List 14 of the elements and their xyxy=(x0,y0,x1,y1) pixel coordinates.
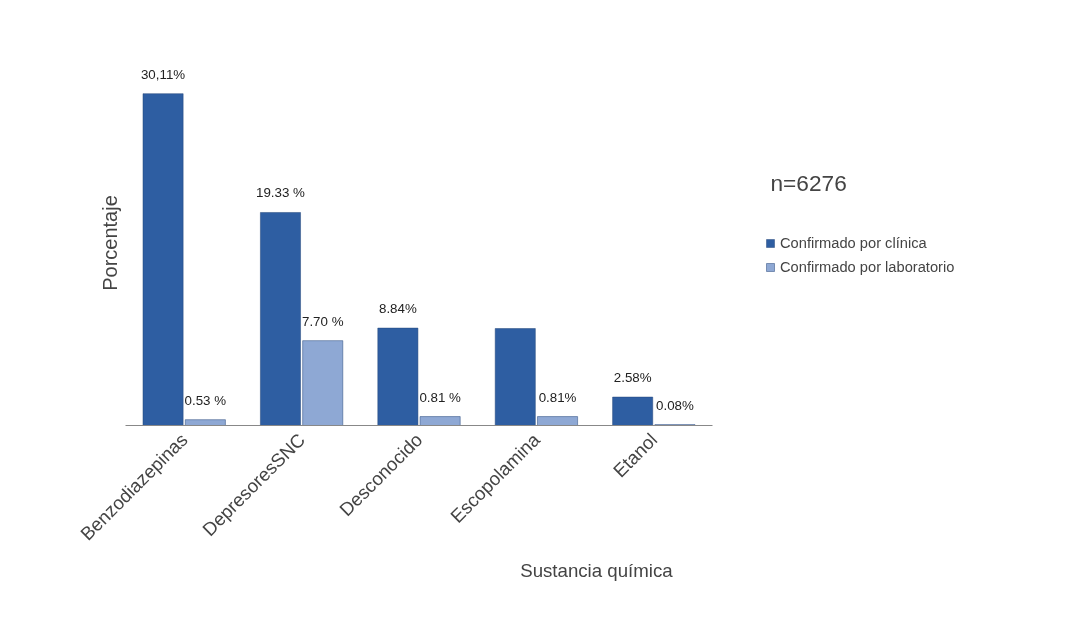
y-axis-title: Porcentaje xyxy=(98,195,121,291)
data-label: 30,11% xyxy=(140,66,186,82)
x-axis-title: Sustancia química xyxy=(520,559,674,581)
legend-label: Confirmado por clínica xyxy=(780,235,927,251)
data-label: 2.58% xyxy=(613,370,652,386)
data-label: 0.08% xyxy=(656,397,694,413)
data-label: 19.33 % xyxy=(256,185,306,201)
data-label: 0.81 % xyxy=(419,389,462,405)
text: n=6276 xyxy=(770,169,847,196)
data-label: 7.70 % xyxy=(301,313,344,329)
legend-label: Confirmado por laboratorio xyxy=(780,259,955,275)
data-label: 8.84% xyxy=(378,301,417,317)
data-label: 0.81% xyxy=(538,389,577,405)
data-label: 0.53 % xyxy=(184,392,227,408)
